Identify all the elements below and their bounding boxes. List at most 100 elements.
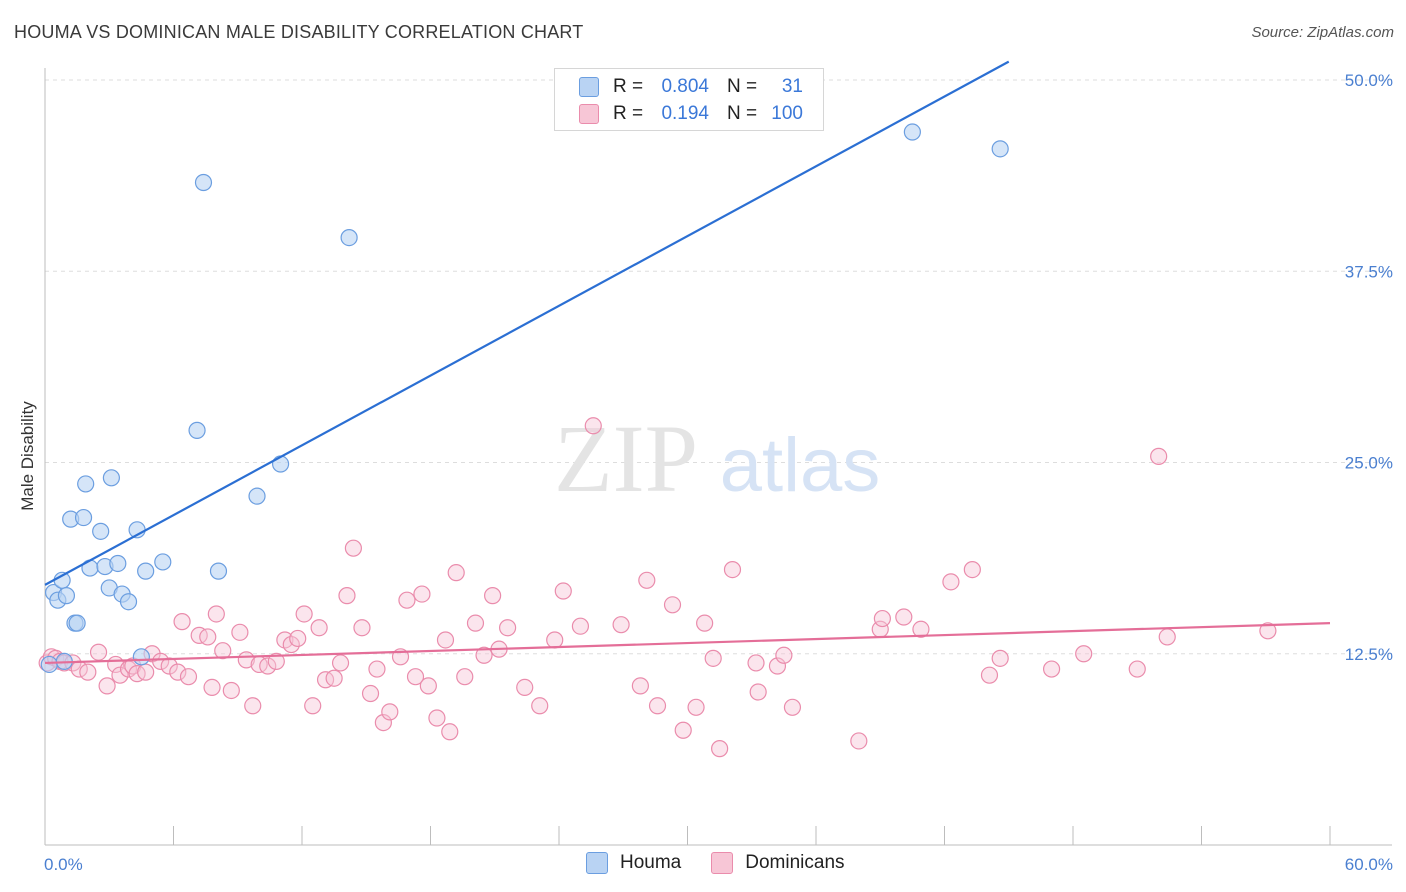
dominicans-point — [361, 684, 380, 703]
legend-row-dominicans: R = 0.194 N = 100 — [555, 101, 803, 127]
y-axis-label: Male Disability — [18, 401, 37, 511]
dominicans-point — [775, 646, 793, 664]
legend-n-label: N = — [727, 76, 758, 97]
y-tick-label: 12.5% — [1345, 645, 1393, 664]
dominicans-point — [1042, 660, 1061, 678]
dominicans-point — [338, 587, 356, 605]
houma-point — [119, 593, 138, 611]
dominicans-point — [1128, 660, 1146, 678]
dominicans-point — [768, 657, 787, 675]
dominicans-point — [475, 646, 493, 664]
houma-point — [92, 522, 110, 540]
legend-n-value: 31 — [781, 76, 803, 97]
dominicans-point — [942, 573, 960, 591]
dominicans-point — [128, 665, 146, 683]
dominicans-point — [441, 723, 459, 741]
dominicans-point — [190, 626, 208, 644]
houma-point — [248, 487, 266, 505]
y-tick-labels: 12.5% 25.0% 37.5% 50.0% — [1345, 71, 1393, 664]
dominicans-legend-label: Dominicans — [745, 852, 845, 873]
dominicans-point — [584, 417, 602, 435]
dominicans-point — [428, 709, 446, 727]
dominicans-point — [850, 732, 868, 750]
dominicans-point — [1075, 645, 1093, 663]
dominicans-legend-icon — [711, 852, 734, 874]
dominicans-point — [398, 591, 416, 609]
dominicans-point — [484, 587, 502, 605]
dominicans-point — [531, 697, 549, 715]
legend-r-value: 0.804 — [661, 76, 709, 97]
dominicans-point — [873, 609, 891, 628]
dominicans-point — [554, 582, 572, 600]
dominicans-swatch-icon — [579, 104, 599, 124]
dominicans-point — [747, 654, 765, 672]
dominicans-point — [456, 668, 474, 686]
dominicans-point — [381, 703, 399, 721]
houma-point — [903, 123, 921, 141]
dominicans-point — [963, 560, 981, 579]
dominicans-point — [207, 605, 225, 623]
houma-series — [40, 123, 1009, 674]
dominicans-point — [447, 564, 465, 582]
dominicans-point — [295, 605, 313, 623]
dominicans-point — [516, 678, 534, 697]
series-legend: Houma Dominicans — [586, 852, 875, 874]
dominicans-point — [1150, 447, 1168, 465]
grid-lines — [45, 79, 1392, 655]
dominicans-point — [79, 663, 97, 681]
x-tick-label: 0.0% — [44, 855, 83, 874]
dominicans-point — [912, 620, 930, 638]
source-label: Source: ZipAtlas.com — [1251, 24, 1394, 41]
x-tick-label: 60.0% — [1345, 855, 1393, 874]
dominicans-point — [325, 669, 343, 687]
dominicans-point — [499, 619, 517, 637]
legend-n-value: 100 — [771, 103, 803, 124]
watermark-zip: ZIP — [554, 405, 698, 512]
dominicans-point — [137, 663, 155, 681]
dominicans-point — [374, 713, 392, 732]
dominicans-point — [749, 683, 767, 701]
houma-point — [271, 455, 290, 473]
dominicans-point — [704, 649, 722, 667]
dominicans-point — [674, 721, 692, 739]
houma-point — [109, 554, 127, 573]
dominicans-point — [368, 660, 386, 678]
legend-r-value: 0.194 — [661, 103, 709, 124]
dominicans-point — [244, 697, 262, 715]
y-tick-label: 50.0% — [1345, 71, 1393, 90]
dominicans-point — [111, 666, 129, 684]
legend-item-houma[interactable]: Houma — [586, 852, 681, 874]
houma-legend-icon — [586, 852, 608, 874]
dominicans-series — [38, 417, 1277, 758]
houma-point — [74, 508, 93, 527]
dominicans-point — [179, 668, 198, 686]
dominicans-point — [571, 617, 590, 635]
dominicans-point — [282, 635, 300, 654]
houma-legend-label: Houma — [620, 852, 682, 873]
dominicans-point — [1259, 622, 1277, 640]
dominicans-point — [267, 652, 285, 671]
dominicans-point — [304, 697, 322, 715]
y-tick-label: 25.0% — [1345, 454, 1393, 473]
trend-lines — [44, 60, 1331, 665]
dominicans-point — [89, 643, 108, 661]
dominicans-point — [723, 560, 742, 579]
houma-point — [194, 173, 213, 192]
houma-point — [137, 562, 155, 580]
dominicans-point — [466, 614, 485, 632]
legend-n-label: N = — [727, 103, 758, 124]
legend-r-label: R = — [613, 103, 644, 124]
dominicans-point — [696, 614, 714, 632]
dominicans-point — [344, 539, 362, 557]
watermark-atlas: atlas — [720, 423, 881, 508]
dominicans-point — [687, 698, 705, 716]
dominicans-trend-line — [44, 622, 1331, 665]
dominicans-point — [612, 616, 630, 634]
houma-point — [209, 562, 228, 580]
dominicans-point — [663, 596, 682, 614]
dominicans-point — [413, 585, 431, 603]
legend-item-dominicans[interactable]: Dominicans — [711, 852, 845, 874]
houma-trend-line — [44, 60, 1010, 586]
houma-point — [132, 648, 150, 666]
